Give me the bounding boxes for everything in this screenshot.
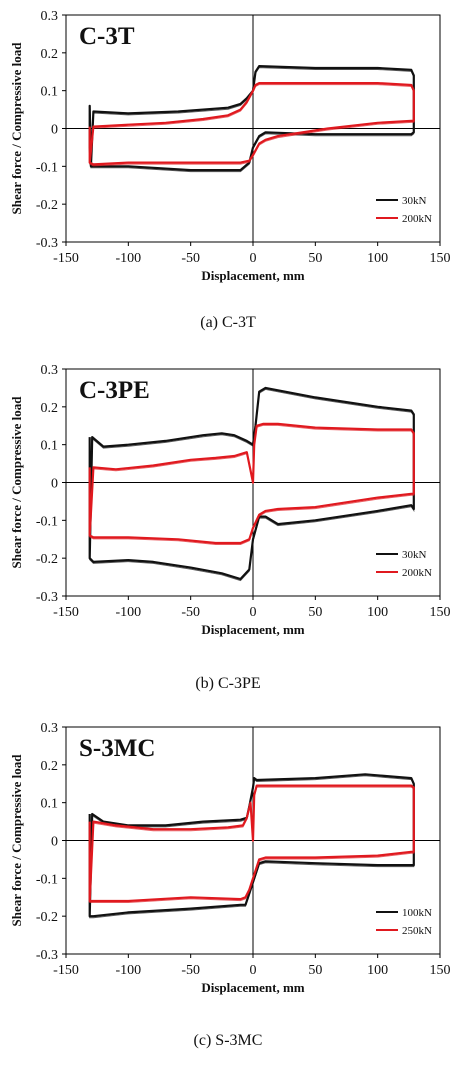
series-line-repeat-1 bbox=[89, 786, 415, 903]
series-line-0 bbox=[88, 773, 415, 918]
legend-label: 30kN bbox=[402, 549, 427, 561]
chart-c3pe: -150 -100 -50 0 50 100 150 0.3 0.2 0.1 0 -0.1 -0.2 -0… bbox=[9, 363, 451, 637]
chart-panel-c3pe: -150 -100 -50 0 50 100 150 0.3 0.2 0.1 0 -0.1 -0.2 -0… bbox=[0, 354, 456, 708]
x-tick-label: 50 bbox=[308, 251, 322, 266]
x-tick-label: -100 bbox=[115, 251, 141, 266]
chart-s3mc: -150 -100 -50 0 50 100 150 0.3 0.2 0.1 0 -0.1 -0.2 -0… bbox=[9, 721, 451, 995]
chart-caption: (c) S-3MC bbox=[193, 1032, 263, 1049]
y-tick-label: -0.2 bbox=[36, 198, 58, 213]
chart-title: C-3T bbox=[79, 23, 135, 50]
y-tick-label: -0.1 bbox=[36, 514, 58, 529]
x-tick-label: -100 bbox=[115, 605, 141, 620]
series-line-1 bbox=[88, 784, 415, 903]
chart-panel-s3mc: -150 -100 -50 0 50 100 150 0.3 0.2 0.1 0 -0.1 -0.2 -0… bbox=[0, 712, 456, 1066]
y-tick-label: -0.2 bbox=[36, 552, 58, 567]
series-line-0 bbox=[88, 64, 415, 172]
x-tick-label: -50 bbox=[181, 251, 200, 266]
x-tick-label: 0 bbox=[250, 605, 257, 620]
x-tick-label: 150 bbox=[430, 605, 451, 620]
y-tick-label: 0.3 bbox=[41, 721, 59, 736]
y-tick-label: 0.3 bbox=[41, 9, 59, 24]
y-tick-label: 0.1 bbox=[41, 797, 59, 812]
legend-label: 30kN bbox=[402, 195, 427, 207]
y-tick-label: 0.1 bbox=[41, 85, 59, 100]
y-axis-label: Shear force / Compressive load bbox=[9, 396, 24, 569]
y-tick-label: 0.2 bbox=[41, 759, 59, 774]
series-line-repeat-0 bbox=[89, 67, 415, 173]
x-axis-label: Displacement, mm bbox=[201, 268, 304, 283]
y-tick-label: -0.3 bbox=[36, 236, 58, 251]
x-tick-label: 50 bbox=[308, 605, 322, 620]
series-line-repeat-1 bbox=[89, 84, 415, 167]
series-line-1 bbox=[88, 422, 415, 545]
y-tick-label: -0.3 bbox=[36, 590, 58, 605]
x-tick-label: -150 bbox=[53, 963, 79, 978]
y-tick-label: -0.1 bbox=[36, 872, 58, 887]
series-line-repeat-0 bbox=[89, 775, 415, 919]
legend-label: 200kN bbox=[402, 567, 432, 579]
y-tick-label: 0.2 bbox=[41, 401, 59, 416]
y-tick-label: -0.3 bbox=[36, 948, 58, 963]
y-tick-label: 0 bbox=[51, 477, 58, 492]
x-tick-label: 150 bbox=[430, 251, 451, 266]
x-tick-label: 100 bbox=[367, 605, 388, 620]
y-tick-label: -0.1 bbox=[36, 160, 58, 175]
y-tick-label: 0 bbox=[51, 123, 58, 138]
x-axis-label: Displacement, mm bbox=[201, 622, 304, 637]
x-tick-label: -50 bbox=[181, 963, 200, 978]
legend-label: 250kN bbox=[402, 925, 432, 937]
x-tick-label: 0 bbox=[250, 963, 257, 978]
x-axis-label: Displacement, mm bbox=[201, 980, 304, 995]
chart-c3t: -150 -100 -50 0 50 100 150 0.3 0.2 0.1 0 -0.1 -0.2 -0… bbox=[9, 9, 451, 283]
y-tick-label: -0.2 bbox=[36, 910, 58, 925]
x-tick-label: 100 bbox=[367, 963, 388, 978]
x-tick-label: 150 bbox=[430, 963, 451, 978]
chart-panel-c3t: -150 -100 -50 0 50 100 150 0.3 0.2 0.1 0 -0.1 -0.2 -0… bbox=[0, 0, 456, 354]
x-tick-label: -150 bbox=[53, 605, 79, 620]
series-line-repeat-0 bbox=[89, 388, 415, 582]
chart-caption: (a) C-3T bbox=[200, 314, 256, 331]
x-tick-label: 100 bbox=[367, 251, 388, 266]
y-axis-label: Shear force / Compressive load bbox=[9, 42, 24, 215]
x-tick-label: -50 bbox=[181, 605, 200, 620]
x-tick-label: 0 bbox=[250, 251, 257, 266]
x-tick-label: 50 bbox=[308, 963, 322, 978]
x-tick-label: -100 bbox=[115, 963, 141, 978]
legend-label: 200kN bbox=[402, 213, 432, 225]
x-tick-label: -150 bbox=[53, 251, 79, 266]
y-axis-label: Shear force / Compressive load bbox=[9, 754, 24, 927]
chart-title: S-3MC bbox=[79, 735, 155, 762]
y-tick-label: 0.2 bbox=[41, 47, 59, 62]
chart-caption: (b) C-3PE bbox=[195, 675, 261, 692]
y-tick-label: 0.3 bbox=[41, 363, 59, 378]
chart-title: C-3PE bbox=[79, 377, 150, 404]
legend-label: 100kN bbox=[402, 907, 432, 919]
y-tick-label: 0.1 bbox=[41, 439, 59, 454]
series-line-repeat-1 bbox=[89, 424, 415, 545]
y-tick-label: 0 bbox=[51, 835, 58, 850]
